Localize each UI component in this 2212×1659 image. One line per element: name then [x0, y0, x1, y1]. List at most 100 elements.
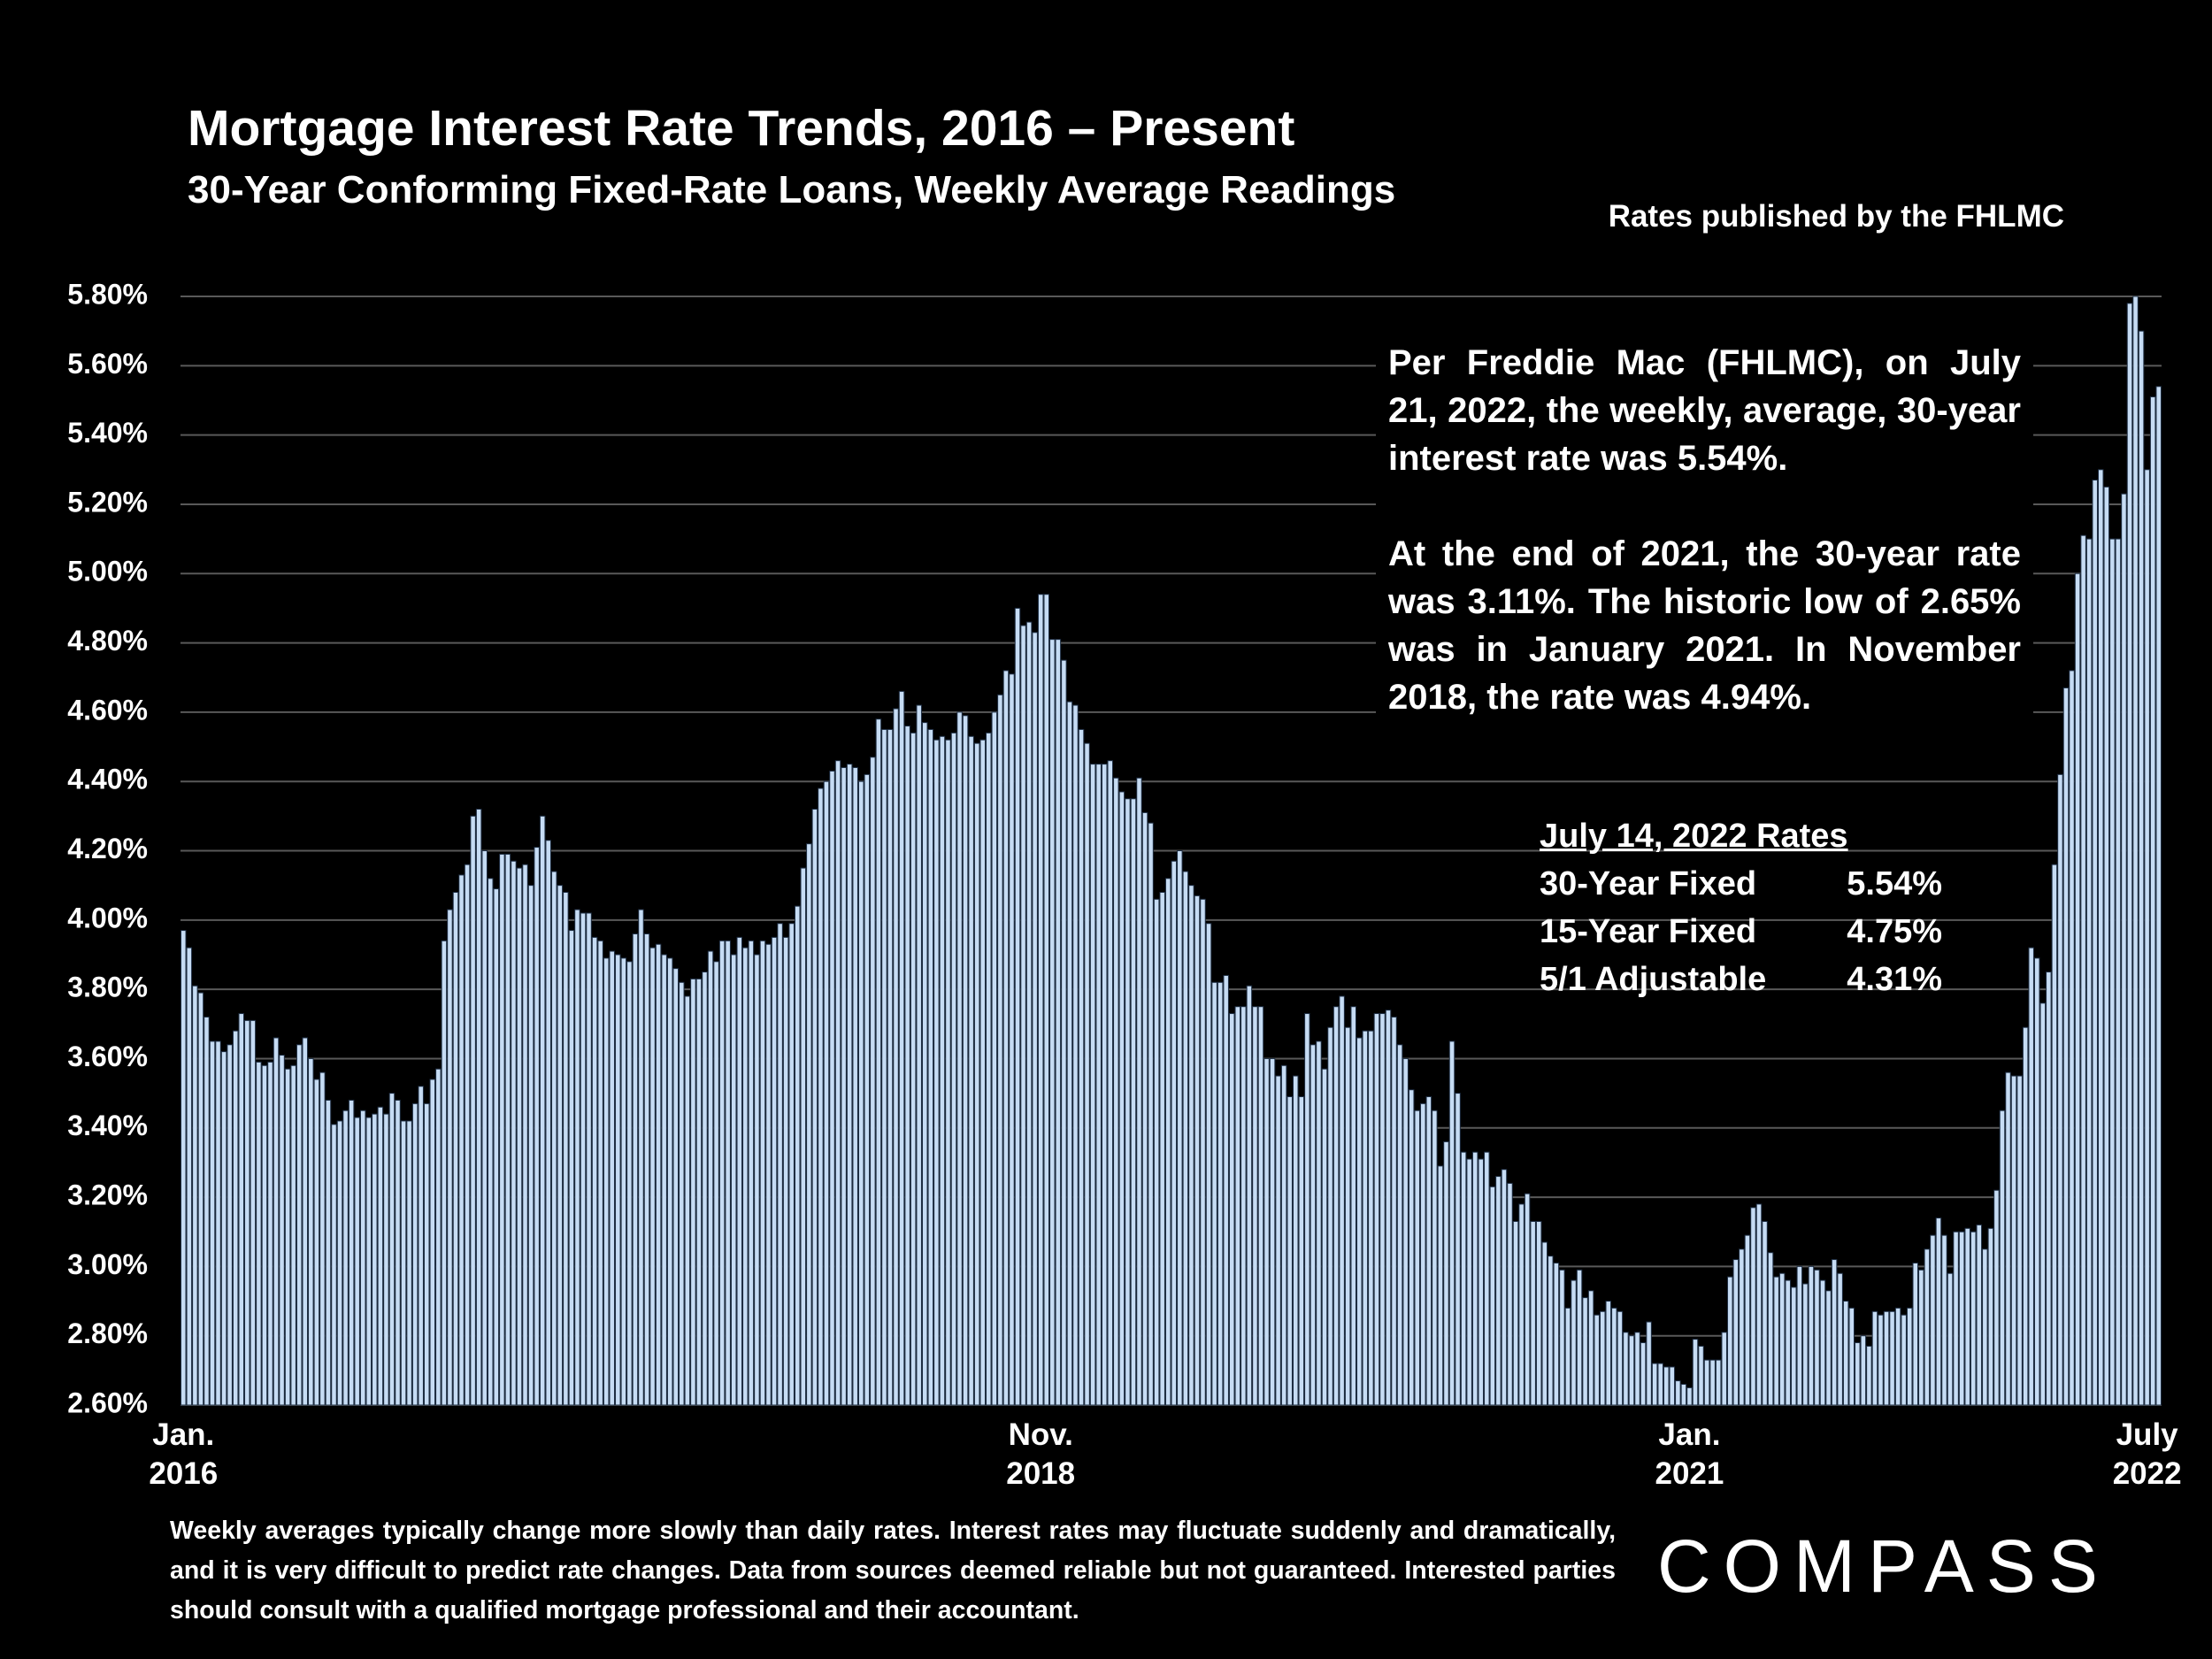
bar: [527, 885, 534, 1406]
bar: [2149, 396, 2156, 1406]
bar: [238, 1013, 244, 1406]
bar: [725, 940, 731, 1406]
bar: [864, 773, 871, 1406]
bar: [568, 930, 575, 1406]
bar: [939, 735, 946, 1406]
bar: [857, 780, 864, 1406]
bar: [1182, 871, 1189, 1406]
bar: [411, 1102, 419, 1406]
bar: [1755, 1203, 1763, 1406]
bar: [539, 815, 546, 1406]
bar: [927, 728, 934, 1406]
bar: [1894, 1307, 1901, 1406]
y-tick-label: 4.60%: [67, 694, 148, 726]
bar: [1177, 850, 1183, 1406]
bar: [1107, 760, 1114, 1406]
bar: [1327, 1026, 1333, 1406]
bar: [1344, 1026, 1351, 1406]
bar: [1252, 1006, 1258, 1406]
bar: [470, 815, 476, 1406]
bar: [672, 968, 679, 1406]
bar: [1871, 1310, 1878, 1406]
bar: [1396, 1044, 1403, 1406]
bar: [545, 840, 551, 1406]
bar: [1518, 1203, 1525, 1406]
bar: [1316, 1041, 1322, 1406]
bar: [273, 1037, 280, 1406]
bar: [1217, 981, 1224, 1406]
bar: [1200, 898, 1206, 1406]
bar: [435, 1068, 442, 1406]
bar: [777, 923, 783, 1406]
bar: [1049, 639, 1056, 1406]
bar: [325, 1099, 332, 1406]
bar: [818, 787, 824, 1406]
bar: [1958, 1231, 1965, 1406]
bar: [516, 867, 523, 1406]
bar: [493, 888, 500, 1406]
bar: [1061, 659, 1067, 1406]
bar: [1095, 764, 1102, 1406]
bar: [1605, 1301, 1612, 1406]
y-tick-label: 4.40%: [67, 764, 148, 795]
bar: [666, 957, 673, 1406]
bar: [261, 1064, 268, 1406]
bar: [2115, 538, 2122, 1406]
bar: [232, 1030, 239, 1406]
bar: [1280, 1064, 1287, 1406]
bar: [2103, 486, 2110, 1406]
bar: [811, 809, 818, 1406]
bar: [1918, 1269, 1924, 1406]
bar: [1819, 1279, 1826, 1406]
bar: [1055, 639, 1062, 1406]
bar: [1321, 1068, 1328, 1406]
bar: [2121, 493, 2127, 1406]
bar: [418, 1086, 424, 1406]
bar: [1767, 1252, 1774, 1406]
bar: [1025, 621, 1033, 1406]
bar: [1408, 1089, 1415, 1406]
bar: [354, 1117, 360, 1406]
bar: [1211, 981, 1217, 1406]
bar: [1686, 1386, 1693, 1406]
bar: [1825, 1290, 1832, 1406]
bar: [736, 936, 743, 1406]
bar: [956, 711, 963, 1406]
bar: [2051, 864, 2058, 1406]
bar: [1356, 1037, 1363, 1406]
bar: [220, 1051, 227, 1406]
chart-title: Mortgage Interest Rate Trends, 2016 – Pr…: [188, 100, 1295, 157]
bar: [1999, 1110, 2006, 1406]
bar: [429, 1079, 436, 1406]
bar: [1136, 777, 1142, 1406]
bar: [1432, 1110, 1438, 1406]
bar: [1020, 625, 1026, 1406]
bar: [1906, 1307, 1913, 1406]
bar: [557, 885, 564, 1406]
bar: [933, 739, 940, 1406]
bar: [1855, 1342, 1861, 1406]
bar: [2092, 480, 2098, 1406]
bar: [400, 1120, 407, 1406]
bar: [481, 850, 488, 1406]
source-note: Rates published by the FHLMC: [1608, 199, 2064, 234]
bar: [1298, 1096, 1305, 1406]
y-tick-label: 4.80%: [67, 625, 148, 657]
bar: [279, 1055, 285, 1406]
bar: [1564, 1307, 1571, 1406]
bar: [290, 1064, 296, 1406]
bar: [1964, 1227, 1970, 1406]
bar: [1141, 811, 1148, 1406]
bar: [1715, 1359, 1722, 1406]
bar: [2109, 538, 2116, 1406]
bar: [870, 757, 876, 1406]
bar: [2155, 386, 2162, 1406]
logo: COMPASS: [1657, 1525, 2110, 1608]
bar: [336, 1120, 343, 1406]
bar: [986, 732, 992, 1406]
bar: [511, 860, 517, 1406]
bar: [1118, 791, 1125, 1406]
bar: [1293, 1075, 1299, 1406]
bar: [2057, 773, 2063, 1406]
